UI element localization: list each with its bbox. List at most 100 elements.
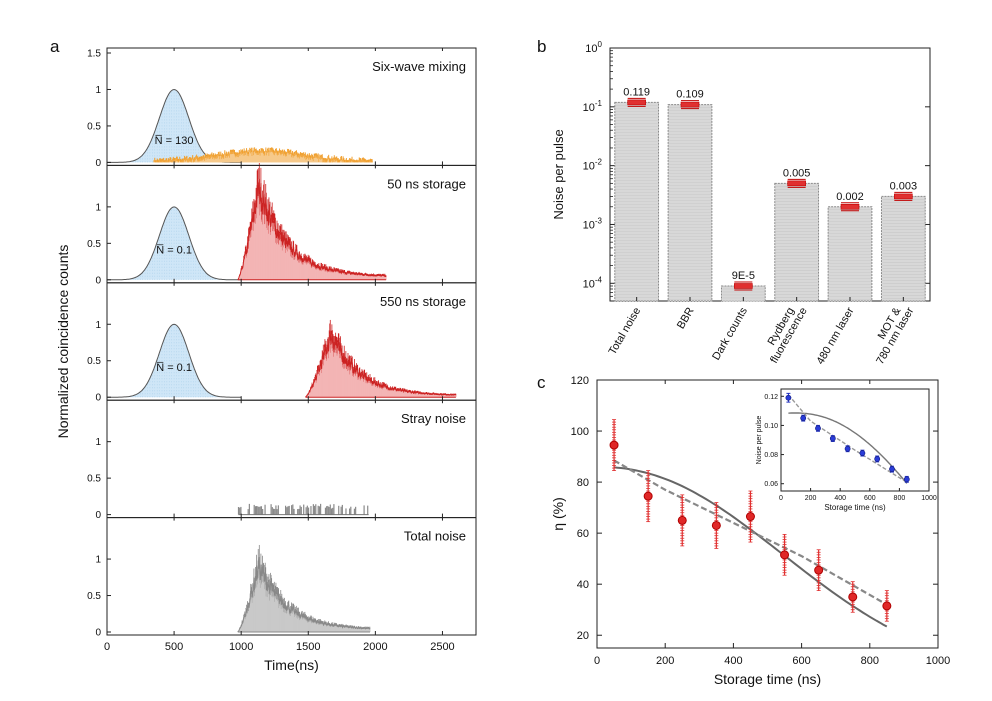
- bar-value-label: 0.119: [623, 86, 650, 98]
- signal-outline: [237, 178, 386, 281]
- inset-y-tick-label: 0.08: [764, 452, 778, 459]
- x-axis-label: Storage time (ns): [714, 671, 821, 687]
- bar: [774, 182, 820, 302]
- x-tick-label: 800: [861, 655, 879, 667]
- data-point: [780, 550, 790, 560]
- x-axis-label: Time(ns): [264, 657, 319, 673]
- inset-plot: 0 200 400 600 800 1000 0.06 0.08 0.10 0.12 Storage…: [756, 388, 937, 512]
- nbar-label: N̅ = 0.1: [156, 362, 192, 374]
- x-tick-label: 0: [104, 641, 110, 653]
- inset-y-tick-label: 0.12: [764, 394, 778, 401]
- panel-c: 0 200 400 600 800 1000 20 40 60 80 100 120 Storage t…: [550, 375, 950, 687]
- y-axis-label: η (%): [550, 497, 566, 530]
- inset-data-point: [829, 435, 836, 442]
- y-tick-label: 0.5: [87, 239, 101, 250]
- panel-b-letter: b: [537, 37, 546, 56]
- y-tick-label: 1: [95, 202, 101, 213]
- inset-y-tick-label: 0.10: [764, 423, 778, 430]
- x-tick-label: 600: [792, 655, 810, 667]
- x-tick-label: 0: [594, 655, 600, 667]
- x-tick-label: 1500: [296, 641, 320, 653]
- panel-b: 10-4 10-3 10-2 10-1 100 Noise per pulse 0.119 T…: [551, 40, 931, 367]
- subpanel-title: Stray noise: [401, 411, 466, 426]
- x-tick-label: 2000: [363, 641, 387, 653]
- y-tick-label: 0.5: [87, 474, 101, 485]
- signal-outline: [305, 330, 457, 398]
- y-tick-label: 1: [95, 85, 101, 96]
- subpanel-2: 0 0.5 1 550 ns storage N̅ = 0.1: [87, 282, 477, 404]
- y-tick-label: 120: [571, 375, 589, 387]
- inset-x-tick-label: 400: [834, 495, 846, 502]
- subpanel-title: Six-wave mixing: [372, 59, 466, 74]
- y-axis-label: Normalized coincidence counts: [55, 245, 71, 439]
- bar-value-label: 0.003: [890, 180, 918, 192]
- y-tick-label: 10-1: [583, 99, 603, 114]
- nbar-label: N̅ = 130: [155, 135, 194, 147]
- subpanel-frame: [106, 517, 477, 636]
- subpanel-title: Total noise: [404, 529, 466, 544]
- subpanel-3: 0 0.5 1 Stray noise: [87, 399, 477, 521]
- y-tick-label: 20: [577, 630, 589, 642]
- inset-data-point: [785, 394, 792, 401]
- inset-x-tick-label: 200: [805, 495, 817, 502]
- inset-data-point: [874, 456, 881, 462]
- bar-value-label: 0.109: [676, 89, 704, 101]
- inset-fit-solid: [788, 412, 908, 484]
- y-tick-label: 0: [95, 393, 101, 404]
- subpanel-0: 0 0.5 1 1.5 Six-wave mixing N̅ = 130: [87, 47, 477, 169]
- plot-frame: [596, 379, 939, 649]
- y-tick-label: 0: [95, 275, 101, 286]
- inset-x-tick-label: 800: [894, 495, 906, 502]
- inset-x-tick-label: 600: [864, 495, 876, 502]
- panel-c-letter: c: [537, 373, 546, 392]
- data-point: [677, 515, 687, 525]
- panel-a: 0 0.5 1 1.5 Six-wave mixing N̅ = 130 0 0.5 1 50 n…: [55, 47, 477, 673]
- x-tick-label: 1000: [926, 655, 950, 667]
- error-marker: [680, 101, 700, 108]
- x-tick-label: 500: [165, 641, 183, 653]
- data-point: [609, 440, 619, 450]
- y-tick-label: 1.5: [87, 49, 101, 60]
- inset-y-label: Noise per pulse: [756, 416, 763, 465]
- y-tick-label: 0.5: [87, 356, 101, 367]
- bar-value-label: 9E-5: [732, 270, 755, 282]
- y-tick-label: 60: [577, 528, 589, 540]
- data-point: [814, 565, 824, 575]
- data-point: [745, 512, 755, 522]
- y-tick-label: 0.5: [87, 121, 101, 132]
- inset-x-label: Storage time (ns): [824, 503, 886, 512]
- x-tick-label: BBR: [675, 305, 697, 331]
- inset-x-tick-label: 1000: [921, 495, 937, 502]
- y-tick-label: 10-4: [583, 275, 603, 290]
- bar: [880, 195, 926, 302]
- x-tick-label: 2500: [430, 641, 454, 653]
- y-tick-label: 0: [95, 628, 101, 639]
- inset-data-point: [859, 450, 866, 457]
- inset-data-point: [815, 425, 821, 432]
- x-tick-label: Total noise: [607, 306, 644, 358]
- y-tick-label: 1: [95, 437, 101, 448]
- error-marker: [840, 203, 860, 210]
- inset-x-tick-label: 0: [779, 495, 783, 502]
- gaussian-curve: [107, 206, 242, 281]
- nbar-label: N̅ = 0.1: [156, 244, 192, 256]
- subpanel-title: 550 ns storage: [380, 294, 466, 309]
- data-point: [711, 520, 721, 530]
- inset-data-point: [800, 415, 807, 422]
- inset-data-point: [844, 445, 851, 452]
- x-tick-label: 480 nm laser: [814, 305, 856, 366]
- bar-value-label: 0.002: [836, 191, 864, 203]
- y-axis-label: Noise per pulse: [551, 129, 566, 219]
- y-tick-label: 1: [95, 320, 101, 331]
- x-tick-label: 1000: [229, 641, 253, 653]
- y-tick-label: 100: [571, 426, 589, 438]
- signal-outline: [237, 556, 371, 633]
- data-point: [643, 491, 653, 501]
- subpanel-4: 0 0.5 1 Total noise: [87, 517, 477, 639]
- inset-data-point: [903, 476, 910, 483]
- y-tick-label: 0: [95, 510, 101, 521]
- inset-data-point: [889, 466, 895, 473]
- data-point: [882, 601, 892, 611]
- y-tick-label: 0: [95, 158, 101, 169]
